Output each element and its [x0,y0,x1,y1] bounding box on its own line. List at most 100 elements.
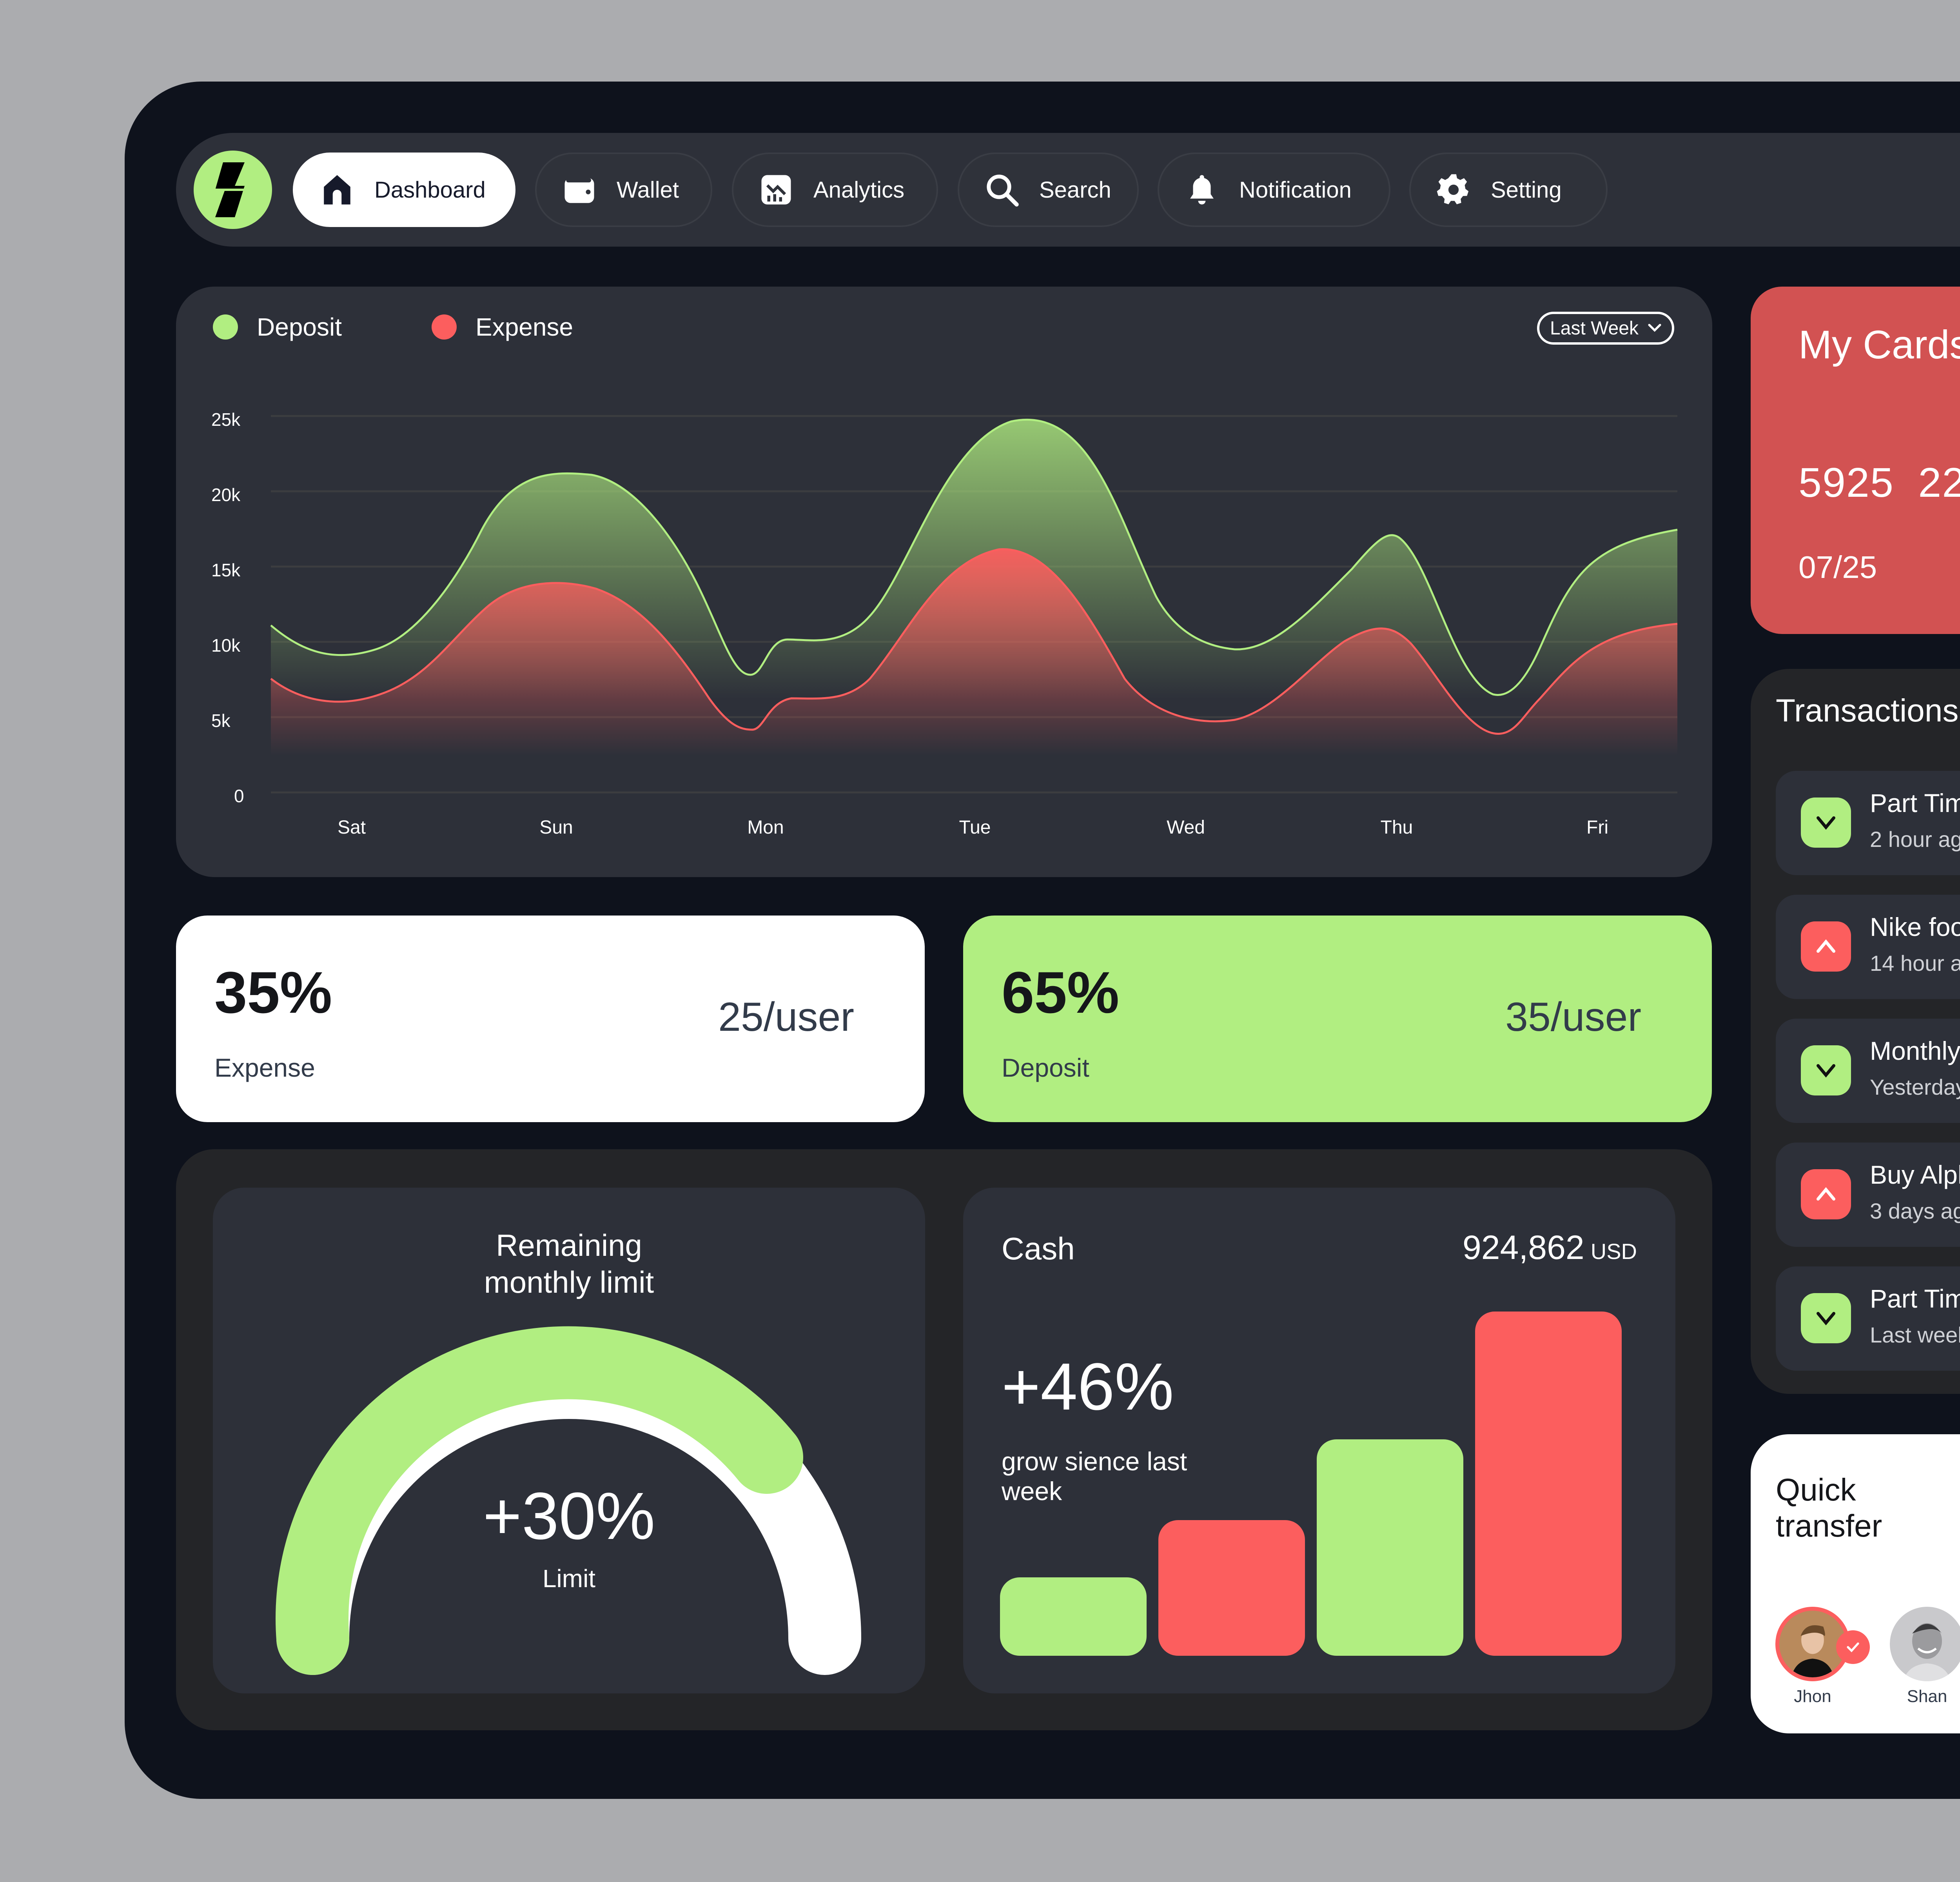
y-tick-5k: 5k [211,710,230,731]
nav-notification-label: Notification [1239,177,1352,203]
nav-wallet[interactable]: Wallet [535,153,712,227]
legend-dot-expense [432,314,457,340]
transaction-name: Part Time Salary [1870,1284,1960,1313]
transaction-time: 14 hour ago [1870,951,1960,976]
area-chart [270,415,1678,794]
expense-stat-card[interactable]: 35% 25/user Expense [176,916,925,1122]
card-expiry: 07/25 [1798,550,1877,585]
contact-shan[interactable]: Shan [1888,1607,1960,1706]
gauge-title: Remaining monthly limit [213,1227,925,1301]
my-cards-title: My Cards [1798,322,1960,367]
top-nav: Dashboard Wallet Analytics Search Notifi… [176,133,1960,247]
nav-analytics[interactable]: Analytics [732,153,938,227]
legend-label-expense: Expense [475,313,573,341]
expense-per-user: 25/user [718,994,854,1040]
period-dropdown[interactable]: Last Week [1537,312,1674,345]
nav-analytics-label: Analytics [813,177,905,203]
x-tick-sun: Sun [539,817,573,838]
cash-currency: USD [1590,1239,1637,1264]
contact-avatar [1890,1607,1960,1681]
legend-label-deposit: Deposit [257,313,342,341]
quick-transfer-panel: Quick transfer Jhon Shan Adam Ryan [1751,1434,1960,1733]
nav-setting[interactable]: Setting [1409,153,1608,227]
transaction-name: Monthly Salary [1870,1036,1960,1065]
person-photo-icon [1890,1607,1960,1681]
x-tick-mon: Mon [747,817,784,838]
limit-gauge [276,1326,861,1675]
transaction-row[interactable]: Part Time Salary 2 hour ago +$400 [1776,771,1960,875]
expense-arrow-up-icon [1801,1169,1851,1219]
cash-bar-3 [1317,1439,1463,1656]
contact-name: Jhon [1794,1687,1831,1706]
gauge-title-line1: Remaining [496,1228,642,1263]
expense-label: Expense [214,1053,315,1082]
nav-search-label: Search [1039,177,1111,203]
cash-growth-desc: grow sience last week [1002,1447,1187,1506]
y-tick-10k: 10k [211,635,241,656]
wallet-icon [564,178,594,203]
period-dropdown-label: Last Week [1550,318,1639,339]
cash-title: Cash [1002,1231,1075,1266]
transaction-name: Buy Alphabet inc. [1870,1160,1960,1189]
transactions-title: Transactions [1776,693,1959,728]
x-tick-fri: Fri [1586,817,1608,838]
y-tick-15k: 15k [211,560,241,580]
nav-notification[interactable]: Notification [1158,153,1390,227]
nav-setting-label: Setting [1491,177,1562,203]
nav-wallet-label: Wallet [617,177,679,203]
logo[interactable] [194,151,272,229]
income-arrow-down-icon [1801,1293,1851,1343]
contact-jhon[interactable]: Jhon [1773,1607,1870,1706]
income-arrow-down-icon [1801,797,1851,848]
deposit-label: Deposit [1002,1053,1089,1082]
card-number: 5925 2231 9981 8788 [1798,460,1960,506]
nav-search[interactable]: Search [958,153,1139,227]
transaction-row[interactable]: Part Time Salary Last week +$300 [1776,1266,1960,1371]
legend-deposit[interactable]: Deposit [213,312,342,342]
y-tick-0: 0 [234,786,244,806]
legend-expense[interactable]: Expense [432,312,573,342]
legend-dot-deposit [213,314,238,340]
selected-check-icon [1836,1630,1870,1664]
cash-growth: +46% [1002,1350,1174,1424]
y-tick-25k: 25k [211,409,241,430]
chevron-down-icon [1648,324,1661,332]
quick-transfer-title-line1: Quick [1776,1472,1856,1507]
x-tick-wed: Wed [1167,817,1205,838]
bottom-panel: Remaining monthly limit +30% Limit Cash … [176,1149,1712,1730]
search-icon [987,174,1019,207]
quick-transfer-title-line2: transfer [1776,1508,1882,1543]
gauge-title-line2: monthly limit [484,1265,654,1299]
x-tick-sat: Sat [337,817,366,838]
income-arrow-down-icon [1801,1045,1851,1095]
cash-amount-value: 924,862 [1462,1229,1584,1266]
my-card[interactable]: My Cards 5925 2231 9981 8788 07/25 [1751,287,1960,634]
contact-name: Shan [1907,1687,1947,1706]
transaction-row[interactable]: Monthly Salary Yesterday +$500 [1776,1019,1960,1123]
y-tick-20k: 20k [211,485,241,505]
transaction-row[interactable]: Buy Alphabet inc. 3 days ago -$800 [1776,1143,1960,1247]
expense-percent: 35% [214,959,332,1025]
deposit-expense-chart-panel: Deposit Expense Last Week 25k 20k 15k 10… [176,287,1712,877]
bell-icon [1190,175,1214,205]
cash-card: Cash 924,862 USD +46% grow sience last we… [963,1188,1675,1693]
cash-amount: 924,862 USD [1463,1228,1637,1267]
transaction-time: Yesterday [1870,1075,1960,1099]
cash-bar-2 [1158,1520,1305,1656]
person-photo-icon [1779,1611,1846,1677]
gear-icon [1437,174,1469,204]
nav-dashboard-label: Dashboard [374,177,486,203]
gauge-label: Limit [542,1564,596,1593]
transaction-time: 3 days ago [1870,1199,1960,1223]
transaction-row[interactable]: Nike football Shoes 14 hour ago -$200 [1776,895,1960,999]
deposit-per-user: 35/user [1505,994,1641,1040]
home-icon [324,175,350,205]
cash-bar-1 [1000,1577,1147,1656]
lightning-bolt-icon [215,162,245,217]
deposit-percent: 65% [1002,959,1120,1025]
transaction-name: Nike football Shoes [1870,912,1960,941]
nav-dashboard[interactable]: Dashboard [293,153,515,227]
transaction-time: 2 hour ago [1870,827,1960,852]
transactions-panel: Transactions See all Part Time Salary 2 … [1751,669,1960,1394]
deposit-stat-card[interactable]: 65% 35/user Deposit [963,916,1712,1122]
